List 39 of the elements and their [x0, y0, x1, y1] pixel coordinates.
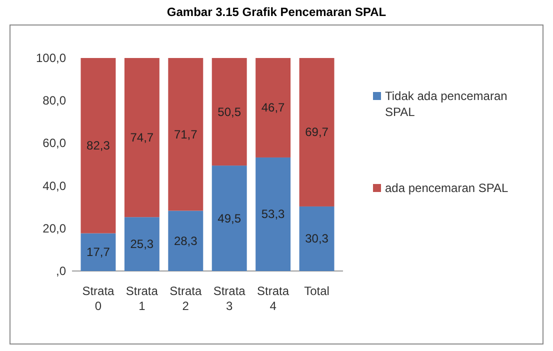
- bar: [168, 58, 204, 211]
- data-label: 50,5: [218, 104, 242, 119]
- bar: [256, 58, 291, 158]
- bar: [299, 58, 334, 206]
- y-tick-label: 100,0: [36, 51, 66, 65]
- chart-title: Gambar 3.15 Grafik Pencemaran SPAL: [166, 5, 386, 19]
- y-tick-label: 40,0: [42, 178, 66, 193]
- x-tick-label: Strata 2: [170, 284, 202, 313]
- data-label: 71,7: [174, 127, 198, 142]
- bar: [80, 233, 116, 271]
- x-tick-label: Strata 3: [213, 284, 246, 313]
- data-label: 82,3: [86, 138, 110, 153]
- bar: [256, 157, 291, 271]
- bar: [124, 217, 160, 271]
- y-tick-label: 20,0: [42, 221, 66, 236]
- bar: [168, 210, 204, 271]
- data-label: 49,5: [218, 211, 242, 226]
- x-tick-label: Strata 0: [82, 284, 115, 313]
- data-label: 46,7: [261, 100, 286, 115]
- data-label: 74,7: [130, 130, 154, 145]
- bar: [80, 58, 116, 234]
- legend-label: ada pencemaran SPAL: [385, 181, 509, 195]
- x-tick-label: Total: [304, 284, 330, 298]
- data-label: 17,7: [86, 245, 110, 260]
- bar: [212, 58, 247, 166]
- data-label: 53,3: [261, 207, 286, 222]
- y-tick-label: 80,0: [42, 94, 66, 108]
- bar: [212, 166, 247, 271]
- bar: [124, 58, 160, 218]
- data-label: 28,3: [174, 234, 198, 248]
- x-tick-label: Strata 4: [257, 284, 290, 313]
- y-tick-label: ,0: [56, 264, 66, 278]
- x-tick-label: Strata 1: [126, 284, 158, 313]
- data-label: 30,3: [305, 232, 329, 246]
- bar: [299, 206, 334, 271]
- data-label: 69,7: [305, 125, 329, 140]
- data-label: 25,3: [130, 237, 154, 252]
- legend-label: Tidak ada pencemaran SPAL: [385, 89, 508, 119]
- y-tick-label: 60,0: [42, 136, 66, 150]
